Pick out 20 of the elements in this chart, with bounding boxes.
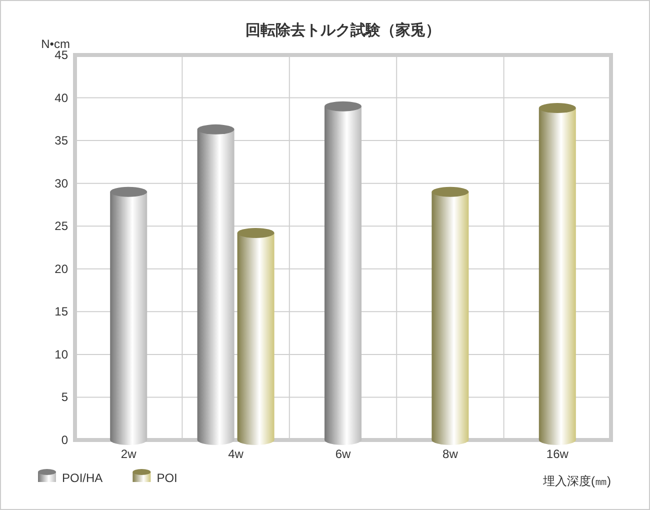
x-axis-title: 埋入深度(㎜) <box>542 474 611 488</box>
x-tick-label: 8w <box>442 447 458 461</box>
y-tick-label: 5 <box>61 390 68 404</box>
x-tick-label: 6w <box>335 447 351 461</box>
y-tick-label: 40 <box>54 90 68 105</box>
y-tick-label: 20 <box>54 262 68 276</box>
y-tick-label: 25 <box>54 219 68 234</box>
x-tick-label: 4w <box>228 447 244 461</box>
y-tick-label: 15 <box>54 304 68 319</box>
y-tick-label: 45 <box>54 48 68 62</box>
x-tick-label: 16w <box>546 447 569 461</box>
y-axis-title: N•cm <box>41 37 70 51</box>
legend-label: POI/HA <box>62 471 103 485</box>
y-tick-label: 35 <box>54 134 68 148</box>
y-tick-label: 0 <box>61 433 68 447</box>
y-tick-label: 30 <box>54 176 68 190</box>
chart-title: 回転除去トルク試験（家兎） <box>246 21 440 39</box>
x-tick-label: 2w <box>120 447 137 461</box>
legend-label: POI <box>156 471 178 485</box>
y-tick-label: 10 <box>54 347 68 362</box>
